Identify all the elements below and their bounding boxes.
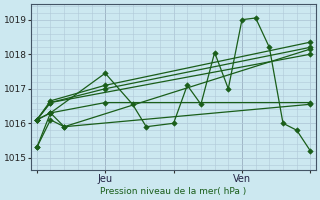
X-axis label: Pression niveau de la mer( hPa ): Pression niveau de la mer( hPa ) [100, 187, 247, 196]
